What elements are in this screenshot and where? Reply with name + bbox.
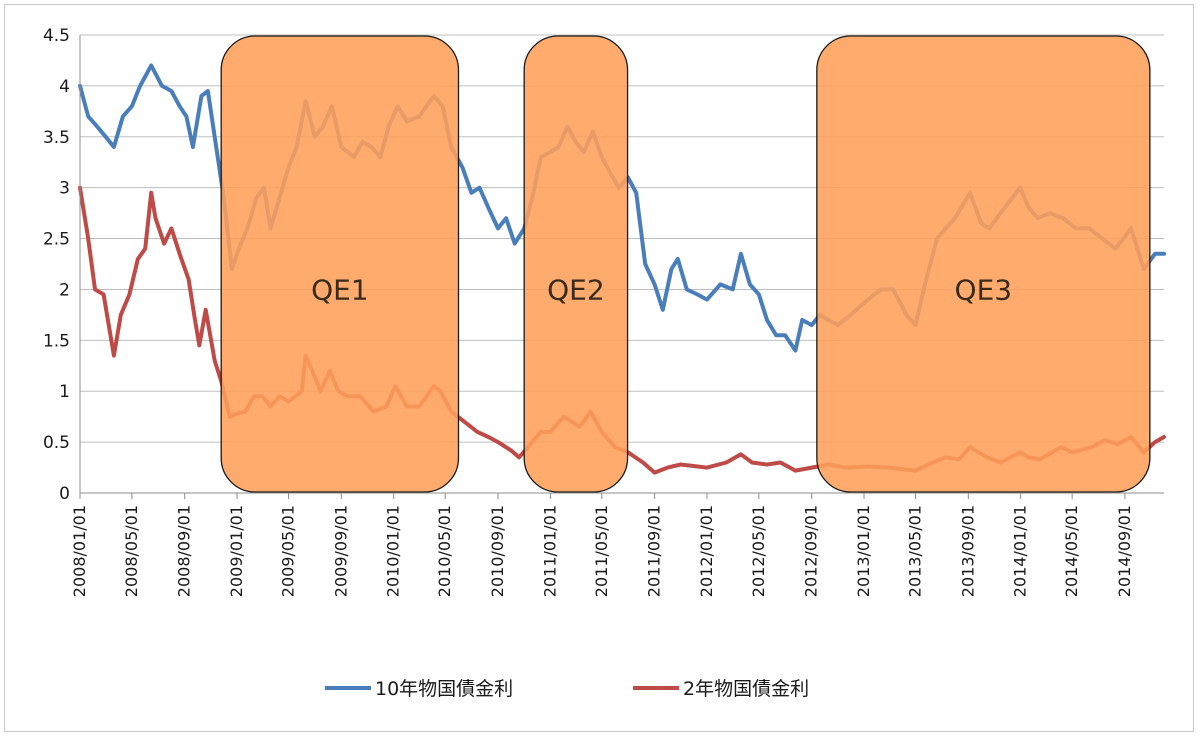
- y-tick-label: 1.5: [43, 331, 70, 351]
- x-tick-label: 2012/01/01: [697, 505, 716, 597]
- y-tick-label: 4: [59, 77, 70, 97]
- legend: 10年物国債金利 2年物国債金利: [325, 678, 809, 700]
- x-tick-label: 2008/05/01: [122, 505, 141, 597]
- x-tick-label: 2011/01/01: [540, 505, 559, 597]
- x-tick-label: 2010/05/01: [435, 505, 454, 597]
- qe-overlays: QE1 QE2 QE3: [220, 35, 1151, 493]
- x-tick-label: 2014/09/01: [1115, 505, 1134, 597]
- x-tick-label: 2013/05/01: [906, 505, 925, 597]
- y-tick-label: 4.5: [43, 26, 70, 46]
- x-tick-label: 2010/01/01: [384, 505, 403, 597]
- axes: 0 0.5 1 1.5 2 2.5 3 3.5 4 4.5 2008/01/01 2008/05/01…: [43, 26, 1164, 597]
- x-tick-label: 2011/09/01: [645, 505, 664, 597]
- y-tick-label: 0.5: [43, 433, 70, 453]
- x-tick-label: 2014/05/01: [1062, 505, 1081, 597]
- qe-label-1: QE1: [311, 273, 369, 306]
- x-tick-label: 2013/01/01: [854, 505, 873, 597]
- qe-region-2: [523, 35, 629, 493]
- x-tick-label: 2009/09/01: [331, 505, 350, 597]
- qe-region-1: [220, 35, 460, 493]
- y-tick-label: 3.5: [43, 128, 70, 148]
- y-tick-label: 0: [59, 484, 70, 504]
- qe-label-2: QE2: [547, 273, 605, 306]
- y-tick-label: 3: [59, 179, 70, 199]
- legend-label-10y: 10年物国債金利: [375, 678, 513, 700]
- legend-label-2y: 2年物国債金利: [683, 678, 809, 700]
- x-tick-label: 2011/05/01: [592, 505, 611, 597]
- y-tick-label: 2: [59, 280, 70, 300]
- y-tick-label: 2.5: [43, 230, 70, 250]
- x-tick-label: 2010/09/01: [488, 505, 507, 597]
- x-tick-label: 2013/09/01: [958, 505, 977, 597]
- x-tick-label: 2009/01/01: [227, 505, 246, 597]
- chart-frame: QE1 QE2 QE3 0 0.5 1 1.5 2 2.5 3 3.5 4 4.5 2008/01/01…: [4, 4, 1194, 732]
- x-tick-label: 2008/09/01: [175, 505, 194, 597]
- x-tick-label: 2008/01/01: [70, 505, 89, 597]
- x-tick-label: 2012/05/01: [749, 505, 768, 597]
- qe-region-3: [816, 35, 1151, 493]
- x-tick-label: 2012/09/01: [802, 505, 821, 597]
- qe-label-3: QE3: [955, 273, 1013, 306]
- y-tick-label: 1: [59, 382, 70, 402]
- x-tick-label: 2014/01/01: [1011, 505, 1030, 597]
- x-tick-label: 2009/05/01: [279, 505, 298, 597]
- chart-svg: QE1 QE2 QE3 0 0.5 1 1.5 2 2.5 3 3.5 4 4.5 2008/01/01…: [43, 26, 1166, 700]
